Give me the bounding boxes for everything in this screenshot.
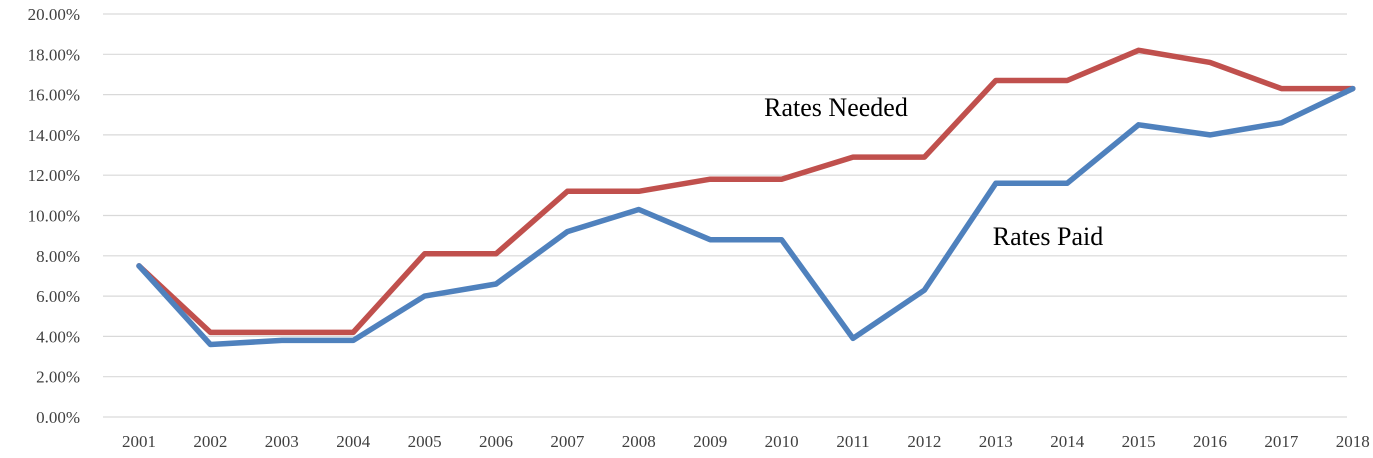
y-tick-label: 8.00%	[36, 247, 80, 266]
x-tick-label: 2001	[122, 432, 156, 451]
y-tick-label: 0.00%	[36, 408, 80, 427]
x-tick-label: 2006	[479, 432, 513, 451]
series-line-rates-paid	[136, 85, 1356, 348]
x-tick-label: 2008	[622, 432, 656, 451]
x-tick-label: 2018	[1336, 432, 1370, 451]
annotation-rates-needed: Rates Needed	[764, 93, 908, 122]
x-axis-tick-labels: 2001 2002 2003 2004 2005 2006 2007 2008 2009 2010…	[122, 432, 1370, 451]
x-tick-label: 2009	[693, 432, 727, 451]
x-tick-label: 2013	[979, 432, 1013, 451]
x-tick-label: 2011	[836, 432, 869, 451]
series-line-rates-needed	[136, 47, 1356, 336]
gridlines	[103, 13, 1347, 418]
x-tick-label: 2002	[193, 432, 227, 451]
x-tick-label: 2015	[1122, 432, 1156, 451]
x-tick-label: 2012	[907, 432, 941, 451]
x-tick-label: 2010	[765, 432, 799, 451]
x-tick-label: 2004	[336, 432, 371, 451]
y-tick-label: 10.00%	[28, 207, 80, 226]
annotation-rates-paid: Rates Paid	[993, 222, 1104, 251]
x-tick-label: 2014	[1050, 432, 1085, 451]
y-axis-tick-labels: 0.00% 2.00% 4.00% 6.00% 8.00% 10.00% 12.00% 14.…	[28, 5, 80, 427]
y-tick-label: 4.00%	[36, 327, 80, 346]
x-tick-label: 2007	[550, 432, 585, 451]
x-tick-label: 2003	[265, 432, 299, 451]
series-lines	[136, 47, 1356, 348]
y-tick-label: 16.00%	[28, 86, 80, 105]
y-tick-label: 6.00%	[36, 287, 80, 306]
y-tick-label: 12.00%	[28, 166, 80, 185]
x-tick-label: 2005	[408, 432, 442, 451]
x-tick-label: 2017	[1264, 432, 1299, 451]
y-tick-label: 18.00%	[28, 45, 80, 64]
y-tick-label: 20.00%	[28, 5, 80, 24]
annotations: Rates Needed Rates Paid	[764, 93, 1103, 251]
y-tick-label: 2.00%	[36, 368, 80, 387]
y-tick-label: 14.00%	[28, 126, 80, 145]
x-tick-label: 2016	[1193, 432, 1227, 451]
